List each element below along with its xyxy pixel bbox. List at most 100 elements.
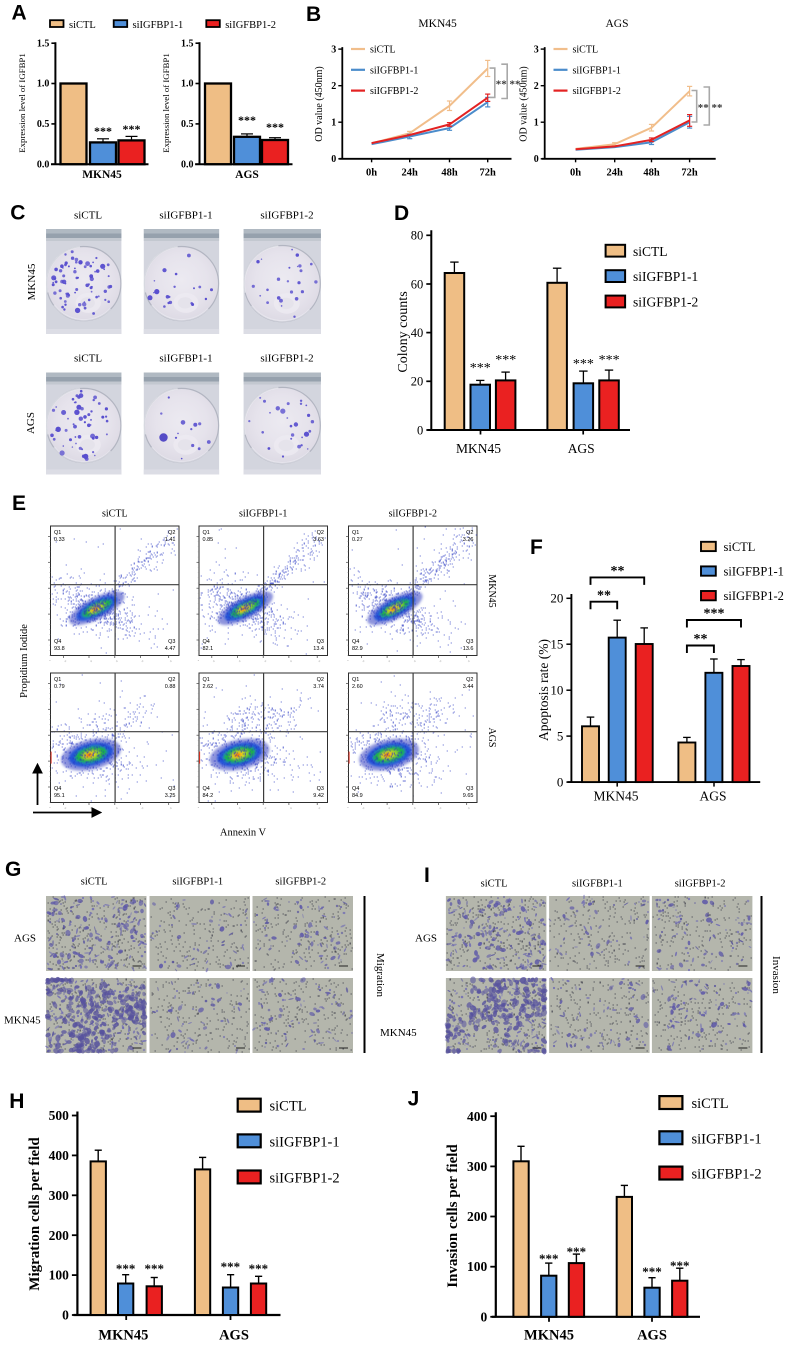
svg-text:9.42: 9.42 bbox=[313, 793, 324, 799]
svg-text:ıı: ıı bbox=[439, 806, 443, 810]
svg-text:Q1: Q1 bbox=[352, 677, 359, 683]
svg-text:**: ** bbox=[597, 589, 611, 604]
svg-text:***: *** bbox=[670, 1258, 690, 1273]
svg-text:0: 0 bbox=[557, 774, 564, 789]
svg-text:siIGFBP1-2: siIGFBP1-2 bbox=[573, 86, 621, 97]
svg-text:48h: 48h bbox=[643, 168, 660, 179]
svg-text:Q1: Q1 bbox=[54, 530, 61, 536]
svg-text:0.5: 0.5 bbox=[181, 119, 194, 130]
svg-text:ıı: ıı bbox=[169, 806, 173, 810]
svg-text:0: 0 bbox=[417, 423, 423, 437]
svg-text:0.27: 0.27 bbox=[352, 537, 363, 543]
svg-text:1: 1 bbox=[534, 118, 539, 129]
svg-text:100: 100 bbox=[49, 1268, 70, 1283]
svg-text:Q2: Q2 bbox=[466, 677, 473, 683]
svg-text:Q2: Q2 bbox=[317, 677, 324, 683]
svg-text:Q3: Q3 bbox=[466, 786, 473, 792]
svg-text:500: 500 bbox=[49, 1108, 70, 1123]
svg-text:MKN45: MKN45 bbox=[593, 789, 638, 804]
svg-text:0: 0 bbox=[331, 154, 336, 165]
svg-text:***: *** bbox=[573, 357, 594, 372]
svg-text:200: 200 bbox=[467, 1209, 488, 1224]
svg-text:AGS: AGS bbox=[568, 441, 595, 456]
svg-text:0.88: 0.88 bbox=[165, 684, 176, 690]
svg-text:ıı: ıı bbox=[212, 806, 216, 810]
svg-text:siIGFBP1-1: siIGFBP1-1 bbox=[133, 20, 184, 31]
svg-text:Q2: Q2 bbox=[466, 530, 473, 536]
svg-text:siIGFBP1-1: siIGFBP1-1 bbox=[572, 879, 623, 890]
svg-text:72h: 72h bbox=[681, 168, 698, 179]
svg-text:400: 400 bbox=[467, 1109, 488, 1124]
svg-text:Q4: Q4 bbox=[203, 639, 210, 645]
svg-text:Colony counts: Colony counts bbox=[396, 291, 411, 372]
svg-text:93.8: 93.8 bbox=[54, 646, 65, 652]
svg-text:siIGFBP1-1: siIGFBP1-1 bbox=[159, 210, 212, 222]
svg-text:siIGFBP1-2: siIGFBP1-2 bbox=[270, 1171, 340, 1187]
svg-text:B: B bbox=[306, 3, 321, 26]
svg-text:MKN45: MKN45 bbox=[98, 1328, 148, 1344]
svg-text:I: I bbox=[424, 864, 430, 887]
svg-text:siIGFBP1-2: siIGFBP1-2 bbox=[370, 86, 418, 97]
svg-text:82.9: 82.9 bbox=[352, 646, 363, 652]
svg-text:H: H bbox=[9, 1090, 24, 1113]
svg-text:C: C bbox=[10, 202, 25, 225]
svg-text:5: 5 bbox=[557, 728, 564, 743]
svg-text:60: 60 bbox=[411, 277, 424, 291]
svg-text:300: 300 bbox=[467, 1159, 488, 1174]
svg-text:F: F bbox=[530, 536, 543, 559]
svg-text:***: *** bbox=[266, 120, 284, 134]
svg-text:siIGFBP1-1: siIGFBP1-1 bbox=[172, 877, 223, 888]
svg-text:AGS: AGS bbox=[219, 1328, 249, 1344]
svg-text:Q3: Q3 bbox=[168, 639, 175, 645]
svg-text:D: D bbox=[394, 202, 409, 225]
svg-text:siIGFBP1-1: siIGFBP1-1 bbox=[270, 1134, 340, 1150]
svg-text:20: 20 bbox=[550, 591, 563, 606]
svg-text:ıı: ıı bbox=[263, 806, 267, 810]
svg-text:Migration cells per field: Migration cells per field bbox=[27, 1137, 43, 1291]
svg-text:Expression level of IGFBP1: Expression level of IGFBP1 bbox=[17, 53, 27, 152]
svg-text:ıı: ıı bbox=[169, 659, 173, 663]
svg-text:1.0: 1.0 bbox=[181, 79, 194, 90]
svg-text:2: 2 bbox=[331, 81, 336, 92]
svg-text:Q3: Q3 bbox=[466, 639, 473, 645]
svg-text:siIGFBP1-1: siIGFBP1-1 bbox=[692, 1131, 762, 1147]
svg-text:ıı: ıı bbox=[317, 659, 321, 663]
svg-text:ıı: ıı bbox=[64, 806, 68, 810]
svg-text:ıı: ıı bbox=[238, 806, 242, 810]
svg-text:2: 2 bbox=[534, 81, 539, 92]
svg-text:1.5: 1.5 bbox=[181, 38, 194, 49]
svg-text:2.62: 2.62 bbox=[203, 684, 214, 690]
svg-text:Q3: Q3 bbox=[317, 639, 324, 645]
svg-text:24h: 24h bbox=[607, 168, 624, 179]
svg-text:G: G bbox=[5, 858, 21, 881]
svg-text:siCTL: siCTL bbox=[81, 877, 108, 888]
svg-text:ıı: ıı bbox=[212, 659, 216, 663]
svg-text:ıı: ıı bbox=[238, 659, 242, 663]
svg-text:***: *** bbox=[704, 607, 725, 622]
svg-text:siIGFBP1-2: siIGFBP1-2 bbox=[724, 589, 784, 603]
svg-text:Q1: Q1 bbox=[203, 677, 210, 683]
svg-text:AGS: AGS bbox=[14, 933, 36, 945]
svg-text:***: *** bbox=[116, 1261, 136, 1276]
svg-text:MKN45: MKN45 bbox=[82, 169, 122, 181]
svg-text:siIGFBP1-1: siIGFBP1-1 bbox=[370, 65, 418, 76]
svg-text:AGS: AGS bbox=[415, 933, 437, 945]
svg-text:ıı: ıı bbox=[263, 659, 267, 663]
svg-text:1.41: 1.41 bbox=[165, 537, 176, 543]
svg-text:Q4: Q4 bbox=[54, 639, 61, 645]
svg-text:ıı: ıı bbox=[289, 806, 293, 810]
svg-text:ıı: ıı bbox=[141, 659, 145, 663]
svg-text:4.47: 4.47 bbox=[165, 646, 176, 652]
svg-text:3: 3 bbox=[331, 45, 336, 56]
svg-text:ıı: ıı bbox=[439, 659, 443, 663]
svg-text:ıı: ıı bbox=[115, 806, 119, 810]
svg-text:MKN45: MKN45 bbox=[26, 263, 38, 300]
svg-text:Q4: Q4 bbox=[54, 786, 61, 792]
svg-text:AGS: AGS bbox=[235, 169, 259, 181]
svg-text:200: 200 bbox=[49, 1228, 70, 1243]
svg-text:1.5: 1.5 bbox=[37, 38, 50, 49]
svg-text:siIGFBP1-2: siIGFBP1-2 bbox=[675, 879, 726, 890]
svg-text:0: 0 bbox=[62, 1308, 69, 1323]
svg-text:ıı: ıı bbox=[141, 806, 145, 810]
svg-text:AGS: AGS bbox=[25, 412, 37, 434]
